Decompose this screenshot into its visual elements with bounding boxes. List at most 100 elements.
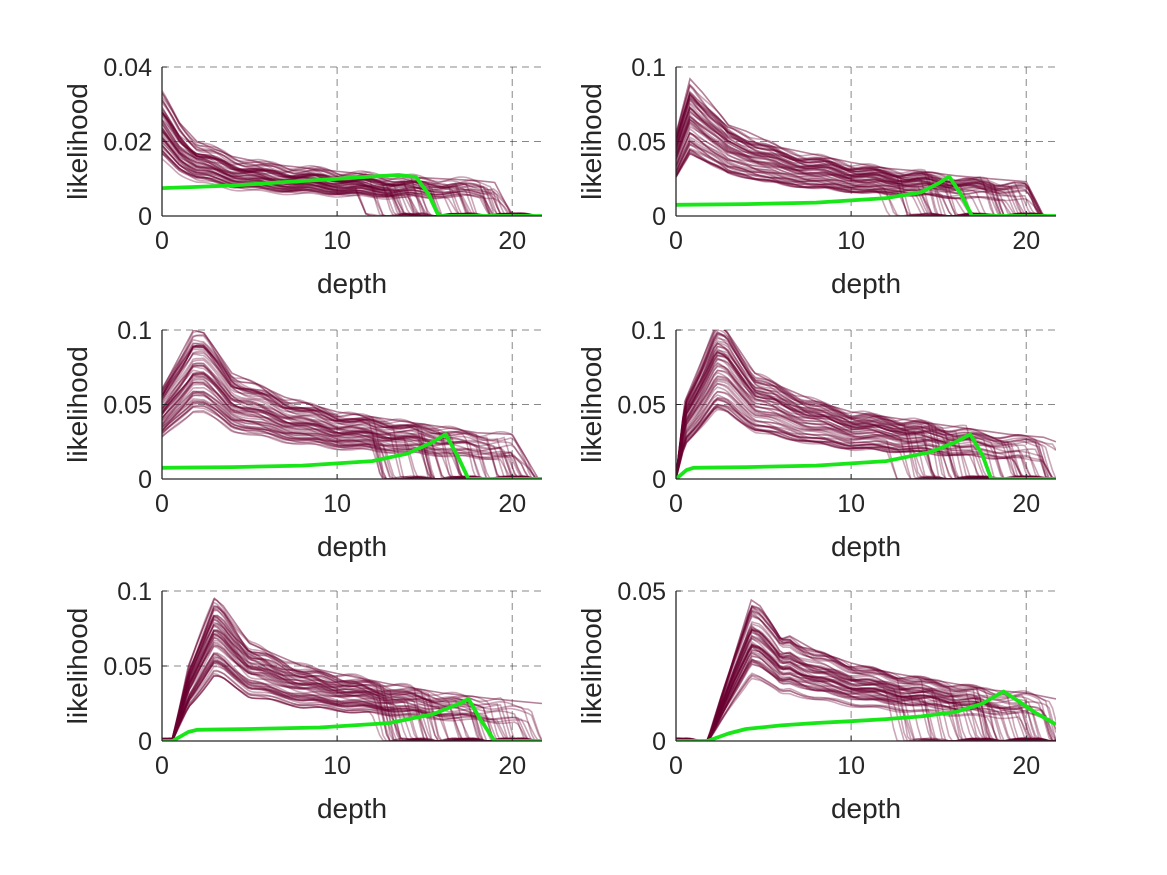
ensemble-line (676, 378, 1056, 479)
ensemble-line (162, 362, 542, 479)
x-tick-label: 0 (155, 490, 169, 518)
x-axis-label: depth (317, 793, 387, 824)
mean-likelihood-line (162, 697, 542, 741)
ensemble-line (162, 392, 542, 479)
ensemble-line (676, 628, 1056, 741)
ensemble-line (676, 644, 1056, 741)
ensemble-line (162, 399, 542, 479)
ensemble-line (676, 148, 1056, 216)
ensemble-envelope-line (676, 330, 1056, 479)
ensemble-line (162, 616, 542, 741)
y-axis-label: likelihood (576, 346, 607, 463)
ensemble-line (676, 365, 1056, 479)
y-tick-label: 0.1 (117, 578, 152, 606)
ensemble-line (676, 658, 1056, 741)
ensemble-envelope-line (676, 598, 1056, 741)
ensemble-line (162, 615, 542, 741)
ensemble-line (676, 628, 1056, 741)
ensemble-line (162, 127, 542, 216)
ensemble-line (676, 342, 1056, 479)
ensemble-line (162, 348, 542, 479)
ensemble-line (676, 118, 1056, 216)
ensemble-line (162, 614, 542, 741)
ensemble-line (676, 635, 1056, 741)
ensemble-line (676, 94, 1056, 216)
ensemble-line (676, 369, 1056, 479)
ensemble-line (676, 106, 1056, 216)
ensemble-line (162, 345, 542, 479)
ensemble-line (676, 93, 1056, 216)
ensemble-line (162, 145, 542, 216)
ensemble-line (162, 130, 542, 216)
ensemble-line (162, 635, 542, 741)
x-axis-label: depth (831, 268, 901, 299)
ensemble-line (162, 122, 542, 216)
ensemble-line (162, 136, 542, 216)
plot-area (162, 330, 542, 479)
ensemble-line (676, 629, 1056, 741)
ensemble-line (162, 127, 542, 216)
ensemble-line (162, 373, 542, 479)
ensemble-line (676, 331, 1056, 478)
ensemble-envelope-line (162, 92, 513, 216)
plot-area (162, 597, 542, 741)
ensemble-line (676, 132, 1056, 216)
x-tick-label: 10 (323, 490, 351, 518)
x-tick-label: 20 (498, 227, 526, 255)
ensemble-line (676, 371, 1056, 479)
ensemble-line (676, 127, 1056, 216)
ensemble-line (162, 624, 542, 741)
ensemble-line (676, 375, 1056, 479)
ensemble-line (676, 358, 1056, 479)
ensemble-line (162, 390, 542, 479)
x-tick-label: 20 (1012, 752, 1040, 780)
x-tick-label: 0 (155, 752, 169, 780)
ensemble-line (676, 125, 1056, 216)
ensemble-line (162, 149, 542, 216)
ensemble-line (162, 373, 542, 479)
y-tick-label: 0.05 (617, 578, 666, 606)
ensemble-line (162, 618, 542, 741)
ensemble-line (676, 109, 1056, 216)
ensemble-line (676, 408, 1056, 479)
ensemble-line (676, 655, 1056, 741)
ensemble-line (676, 91, 1056, 216)
y-tick-label: 0 (652, 203, 666, 231)
ensemble-line (676, 637, 1056, 741)
ensemble-line (162, 137, 542, 216)
ensemble-line (162, 339, 542, 479)
ensemble-line (676, 405, 1056, 479)
ensemble-line (676, 640, 1056, 741)
ensemble-line (676, 89, 1056, 216)
ensemble-line (162, 642, 542, 741)
ensemble-line (676, 390, 1056, 479)
ensemble-line (676, 332, 1056, 479)
ensemble-line (676, 150, 1056, 216)
ensemble-line (676, 106, 1056, 216)
x-tick-label: 10 (323, 752, 351, 780)
ensemble-line (676, 358, 1056, 479)
ensemble-line (676, 342, 1056, 479)
ensemble-line (676, 604, 1056, 741)
subplot-1: 0 10 20 0 0.02 0.04 depth likelihood (62, 54, 542, 299)
ensemble-line (676, 399, 1056, 479)
ensemble-line (676, 390, 1056, 479)
ensemble-line (676, 645, 1056, 741)
ensemble-envelope-line (676, 77, 1045, 216)
ensemble-line (162, 672, 542, 741)
ensemble-line (676, 354, 1056, 479)
ensemble-line (162, 675, 542, 741)
y-tick-label: 0.05 (103, 653, 152, 681)
ensemble-line (676, 152, 1056, 216)
ensemble-line (162, 604, 542, 741)
ensemble-line (676, 330, 1056, 479)
ensemble-line (162, 129, 542, 216)
ensemble-line (676, 352, 1056, 479)
ensemble-line (162, 400, 542, 479)
ensemble-line (676, 111, 1056, 216)
ensemble-line (162, 144, 542, 216)
ensemble-line (676, 660, 1056, 741)
y-tick-label: 0.02 (103, 129, 152, 157)
ensemble-line (162, 629, 542, 741)
ensemble-line (162, 120, 542, 216)
